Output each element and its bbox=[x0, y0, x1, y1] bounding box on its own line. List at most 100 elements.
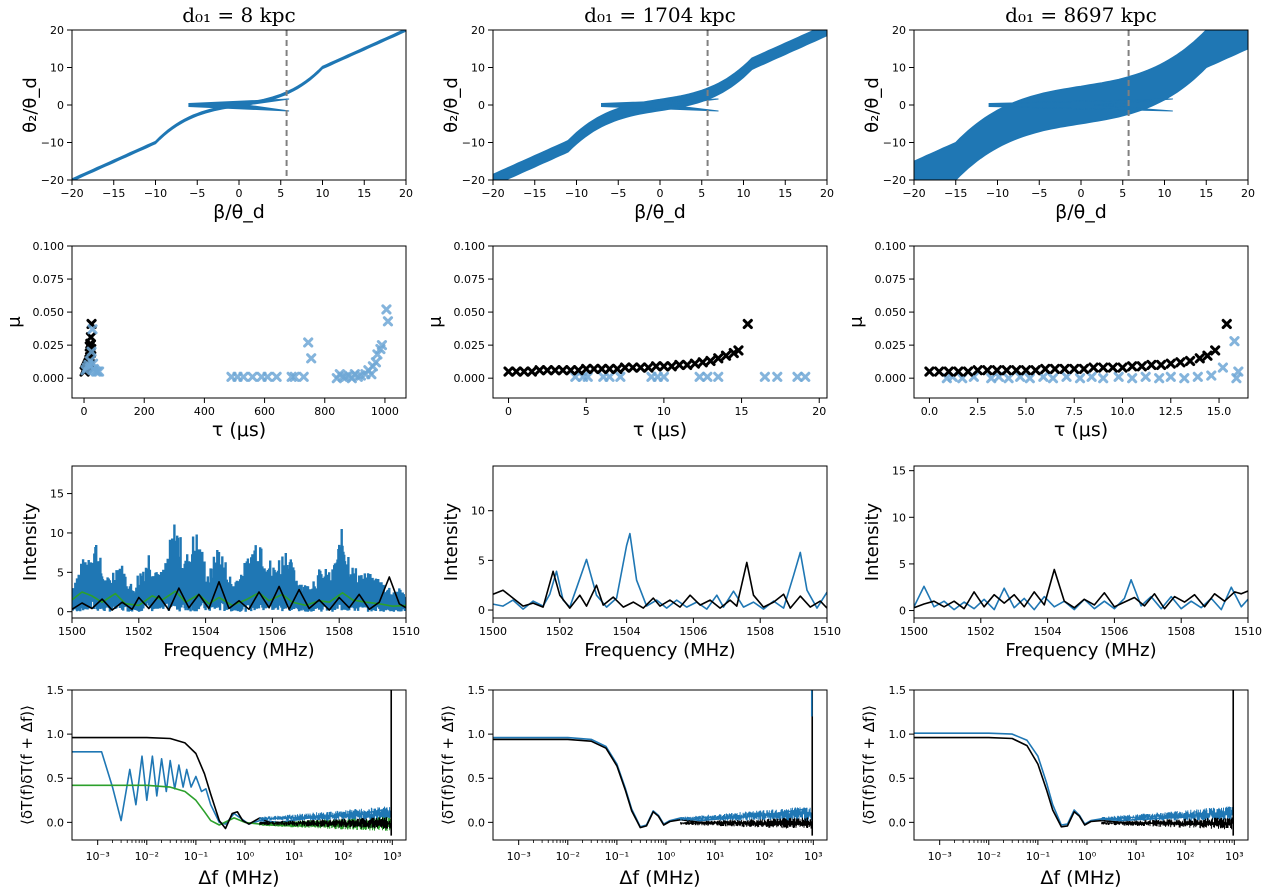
y-ticks: −20 −10 0 10 20 bbox=[41, 24, 72, 187]
x-tick-label: 0 bbox=[236, 187, 243, 200]
x-tick-label: 15 bbox=[778, 187, 792, 200]
scatter-marker bbox=[289, 371, 300, 382]
axes-frame bbox=[492, 245, 828, 399]
y-tick-label: 0.100 bbox=[875, 240, 907, 253]
y-tick-label: 20 bbox=[892, 24, 906, 37]
y-axis-label: Intensity bbox=[862, 502, 883, 581]
scatter-marker bbox=[1098, 373, 1109, 384]
x-tick-label: 1504 bbox=[1034, 625, 1062, 638]
x-tick-label: 0 bbox=[1078, 187, 1085, 200]
y-axis-label: Intensity bbox=[20, 502, 41, 581]
x-tick-label: 5 bbox=[698, 187, 705, 200]
y-tick-label: 0.0 bbox=[889, 816, 907, 829]
caustic-wedge bbox=[188, 98, 290, 112]
x-ticks: 10⁻³ 10⁻² 10⁻¹ 10⁰ 10¹ 10² 10³ bbox=[928, 840, 1244, 863]
y-tick-label: −10 bbox=[462, 137, 485, 150]
scatter-marker bbox=[1221, 318, 1232, 330]
x-ticks: 1500 1502 1504 1506 1508 1510 bbox=[58, 618, 420, 638]
x-tick-label: 1508 bbox=[746, 625, 774, 638]
y-tick-label: 0.5 bbox=[889, 772, 907, 785]
x-axis-label: β/θ_d bbox=[213, 201, 265, 223]
scatter-marker bbox=[792, 371, 803, 382]
x-tick-label: −15 bbox=[523, 187, 546, 200]
scatter-marker bbox=[370, 357, 382, 368]
x-axis-label: τ (μs) bbox=[1054, 419, 1108, 441]
scatter-marker bbox=[658, 371, 669, 382]
scatter-marker bbox=[1194, 353, 1205, 364]
scatter-marker bbox=[1175, 357, 1186, 368]
x-tick-label: 1500 bbox=[58, 625, 86, 638]
x-ticks: 10⁻³ 10⁻² 10⁻¹ 10⁰ 10¹ 10² 10³ bbox=[507, 840, 823, 863]
x-tick-label: 15 bbox=[357, 187, 371, 200]
scatter-marker bbox=[982, 365, 993, 376]
scatter-marker bbox=[1146, 359, 1157, 371]
x-tick-label: 600 bbox=[254, 405, 275, 418]
y-axis-label: μ bbox=[425, 316, 446, 328]
y-axis-label: μ bbox=[4, 316, 25, 328]
plot-area bbox=[914, 568, 1248, 611]
acf-col2: 10⁻³ 10⁻² 10⁻¹ 10⁰ 10¹ 10² 10³ 0.0 0.5 1.0 1.5 Δf (… bbox=[439, 684, 828, 889]
scatter-marker bbox=[1127, 361, 1138, 372]
y-axis-label: ⟨δT(f)δT(f + Δf)⟩ bbox=[860, 705, 878, 825]
scatter-marker bbox=[565, 365, 576, 376]
x-tick-label: −5 bbox=[610, 187, 626, 200]
noisy-spectrum bbox=[72, 524, 406, 612]
magnification-col1: 0 200 400 600 800 1000 0.000 0.025 0.050 0.075 0.1… bbox=[4, 240, 407, 441]
x-tick-label: 10³ bbox=[1225, 850, 1243, 863]
scatter-marker bbox=[1059, 363, 1070, 375]
scatter-marker bbox=[1206, 370, 1217, 381]
x-tick-label: −15 bbox=[944, 187, 967, 200]
scatter-marker bbox=[666, 361, 677, 372]
scatter-marker bbox=[682, 359, 693, 371]
y-tick-label: 0.100 bbox=[454, 240, 486, 253]
scatter-marker bbox=[238, 371, 249, 382]
x-ticks: 0 200 400 600 800 1000 bbox=[81, 398, 399, 418]
acf-noise-black bbox=[1101, 817, 1233, 830]
caustic-wedge bbox=[601, 98, 719, 112]
x-tick-label: 10 bbox=[737, 187, 751, 200]
x-tick-label: −20 bbox=[60, 187, 83, 200]
x-tick-label: 10⁻² bbox=[556, 850, 580, 863]
x-tick-label: 10¹ bbox=[1127, 850, 1145, 863]
scatter-marker bbox=[1156, 359, 1167, 371]
x-tick-label: 1504 bbox=[613, 625, 641, 638]
y-tick-label: −10 bbox=[883, 137, 906, 150]
x-axis-label: τ (μs) bbox=[212, 419, 266, 441]
y-ticks: 0.000 0.025 0.050 0.075 0.100 bbox=[33, 240, 72, 385]
y-axis-label: μ bbox=[846, 316, 867, 328]
x-axis-label: τ (μs) bbox=[633, 419, 687, 441]
y-tick-label: 0.0 bbox=[468, 816, 486, 829]
x-ticks: 0 5 10 15 20 bbox=[505, 398, 826, 418]
series-line-green bbox=[72, 784, 385, 827]
scatter-marker bbox=[658, 361, 669, 372]
scatter-marker bbox=[674, 359, 685, 371]
y-ticks: 0.0 0.5 1.0 1.5 bbox=[47, 684, 72, 829]
x-tick-label: 10⁻² bbox=[977, 850, 1001, 863]
x-tick-label: −15 bbox=[102, 187, 125, 200]
x-tick-label: 10⁻¹ bbox=[605, 850, 629, 863]
plot-area bbox=[914, 690, 1235, 836]
scatter-marker bbox=[1040, 363, 1051, 375]
x-tick-label: 0 bbox=[657, 187, 664, 200]
scatter-marker bbox=[953, 366, 964, 377]
scatter-marker bbox=[705, 355, 716, 367]
y-ticks: 0.0 0.5 1.0 1.5 bbox=[468, 684, 493, 829]
axes-frame bbox=[913, 689, 1249, 841]
scatter-marker bbox=[972, 365, 983, 376]
acf-noise-blue bbox=[680, 807, 812, 821]
scatter-marker bbox=[534, 365, 545, 376]
x-tick-label: 10.0 bbox=[1110, 405, 1135, 418]
x-tick-label: 0 bbox=[81, 405, 88, 418]
y-tick-label: 1.5 bbox=[889, 684, 907, 697]
x-tick-label: 15.0 bbox=[1207, 405, 1232, 418]
series-black bbox=[503, 318, 753, 377]
scatter-marker bbox=[702, 371, 713, 382]
x-tick-label: 10⁻³ bbox=[928, 850, 952, 863]
x-tick-label: 20 bbox=[1241, 187, 1255, 200]
scatter-marker bbox=[1086, 371, 1097, 382]
x-tick-label: 10⁻¹ bbox=[1026, 850, 1050, 863]
scatter-marker bbox=[759, 371, 770, 382]
scatter-marker bbox=[306, 353, 317, 364]
scatter-marker bbox=[991, 365, 1003, 376]
